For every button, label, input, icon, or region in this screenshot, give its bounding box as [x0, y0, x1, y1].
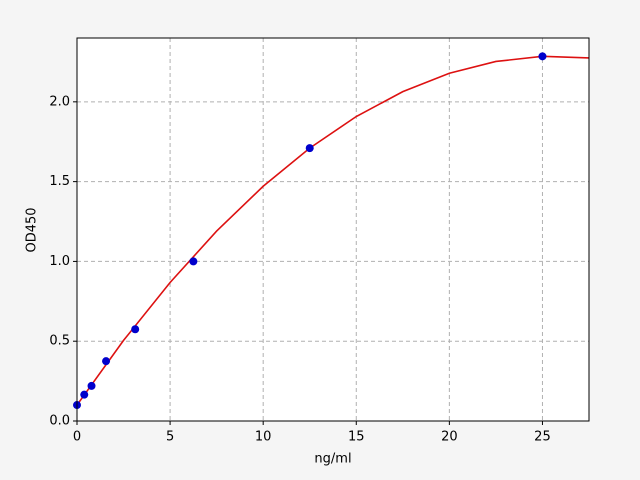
data-point: [80, 390, 89, 399]
x-tick-label: 25: [534, 430, 551, 445]
data-point: [131, 325, 140, 334]
data-point: [538, 52, 547, 61]
x-tick-label: 10: [255, 430, 272, 445]
y-tick-label: 1.5: [49, 174, 70, 189]
y-tick-label: 2.0: [49, 94, 70, 109]
x-tick-label: 5: [166, 430, 174, 445]
plot-area: [77, 38, 589, 421]
data-point: [189, 257, 198, 266]
y-tick-label: 0.0: [49, 414, 70, 429]
data-point: [87, 381, 96, 390]
data-point: [102, 357, 111, 366]
x-axis-label: ng/ml: [314, 452, 351, 467]
y-axis-label: OD450: [25, 207, 40, 252]
x-tick-label: 0: [73, 430, 81, 445]
x-tick-label: 15: [348, 430, 365, 445]
y-tick-label: 0.5: [49, 334, 70, 349]
y-tick-label: 1.0: [49, 254, 70, 269]
x-tick-label: 20: [441, 430, 458, 445]
fit-curve: [76, 55, 590, 406]
data-point: [305, 144, 314, 153]
plot-frame: [76, 37, 590, 422]
